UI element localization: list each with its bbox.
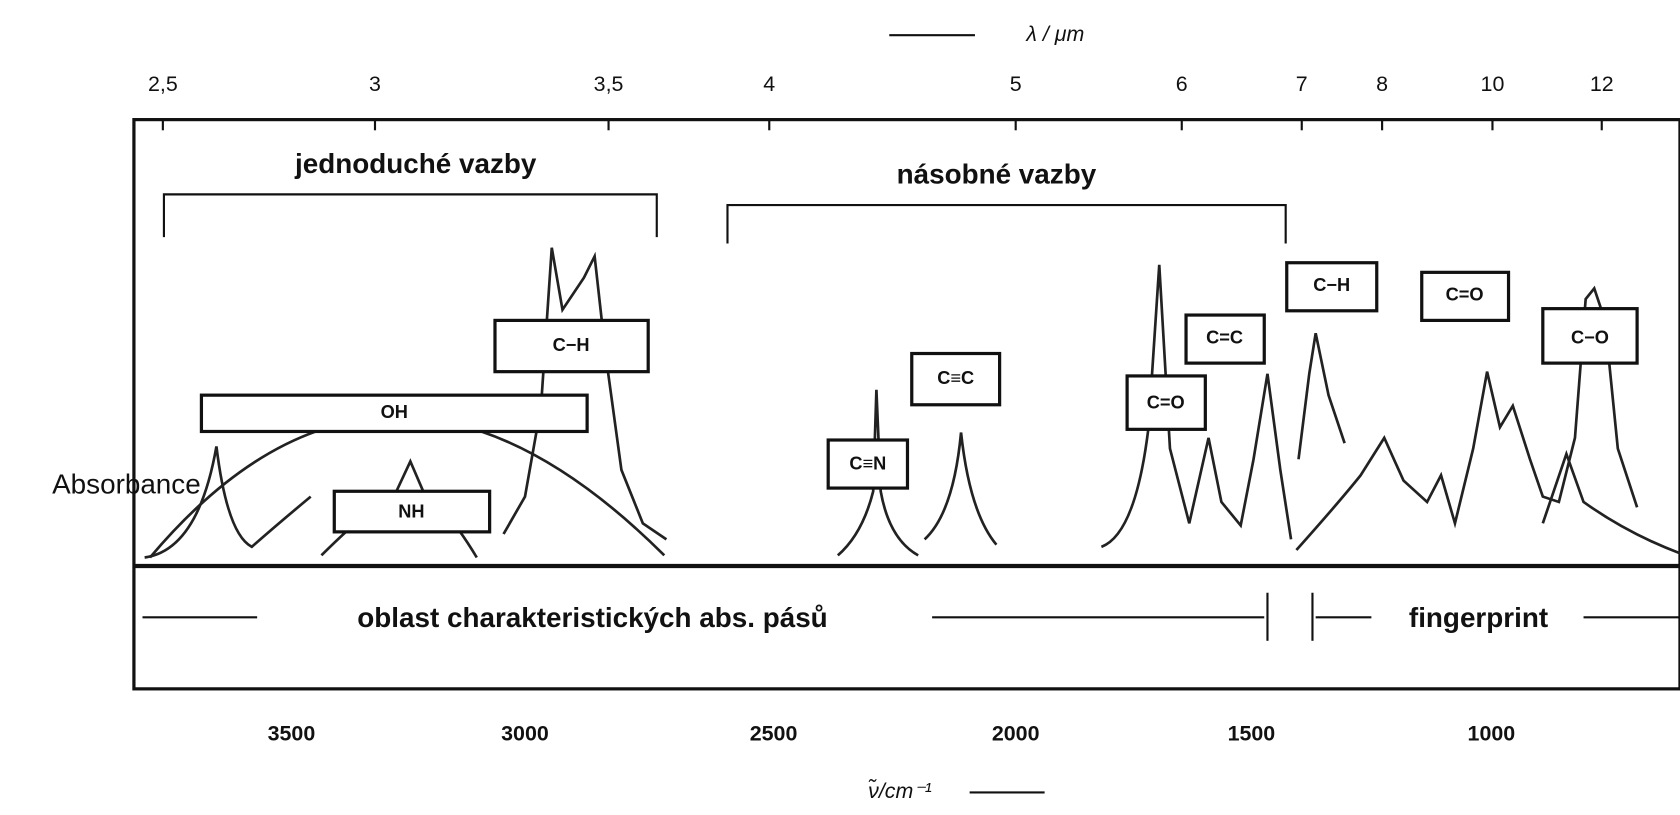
bond-label: C≡N	[849, 453, 886, 473]
bottom-tick-label: 1000	[1468, 721, 1516, 745]
bond-box	[1125, 374, 1207, 431]
top-tick-label: 6	[1176, 72, 1188, 96]
region-label: fingerprint	[1409, 602, 1548, 633]
top-axis-label: λ / μm	[1025, 22, 1084, 46]
top-tick-label: 10	[1481, 72, 1505, 96]
bond-label: C=C	[1206, 327, 1243, 347]
bottom-tick-label: 2500	[750, 721, 798, 745]
region-label: jednoduché vazby	[294, 148, 537, 179]
y-axis-label: Absorbance	[52, 468, 201, 499]
bracket	[162, 193, 658, 238]
region-label: oblast charakteristických abs. pásů	[357, 602, 827, 633]
curve	[923, 432, 998, 546]
bond-box	[332, 489, 492, 534]
bond-box	[910, 351, 1002, 407]
top-tick-label: 2,5	[148, 72, 178, 96]
region-label: násobné vazby	[897, 159, 1097, 190]
bottom-tick-label: 3500	[268, 721, 316, 745]
bond-box	[1420, 270, 1511, 323]
bond-box	[1541, 307, 1639, 365]
top-tick-label: 5	[1010, 72, 1022, 96]
curve	[144, 446, 312, 559]
top-tick-label: 7	[1296, 72, 1308, 96]
curve	[148, 415, 666, 559]
bond-label: C−O	[1571, 327, 1609, 347]
curve	[836, 389, 919, 557]
bottom-axis-label: ν̃/cm⁻¹	[868, 778, 932, 803]
top-tick-label: 4	[763, 72, 775, 96]
bond-box	[1285, 261, 1379, 313]
bottom-tick-label: 2000	[992, 721, 1040, 745]
bottom-tick-label: 3000	[501, 721, 549, 745]
bond-label: C−H	[1313, 275, 1350, 295]
top-tick-label: 8	[1376, 72, 1388, 96]
content: 2,5 3 3,5 4 5 6 7 8 10 12 λ / μm 3500 30…	[52, 22, 1680, 803]
spectrum	[144, 247, 1680, 559]
bond-label: C=O	[1147, 393, 1185, 413]
bottom-tick-label: 1500	[1228, 721, 1276, 745]
bond-label: NH	[398, 501, 424, 521]
curve	[1295, 285, 1639, 551]
top-tick-label: 3	[369, 72, 381, 96]
bond-box	[493, 318, 650, 374]
bond-box	[826, 438, 910, 490]
bond-label: C−H	[553, 335, 590, 355]
curve	[1541, 449, 1680, 555]
curve	[502, 247, 668, 541]
bottom-axis: 3500 3000 2500 2000 1500 1000 ν̃/cm⁻¹	[268, 721, 1516, 803]
curve	[1100, 264, 1293, 549]
bond-label: OH	[381, 402, 408, 422]
bond-label: C≡C	[937, 368, 974, 388]
bond-box	[1184, 313, 1266, 365]
bond-label: C=O	[1446, 285, 1484, 305]
bond-box	[199, 393, 589, 434]
top-tick-label: 12	[1590, 72, 1614, 96]
top-tick-label: 3,5	[594, 72, 624, 96]
curve	[1297, 332, 1346, 460]
top-axis: 2,5 3 3,5 4 5 6 7 8 10 12 λ / μm	[148, 22, 1614, 131]
bracket	[726, 203, 1287, 244]
